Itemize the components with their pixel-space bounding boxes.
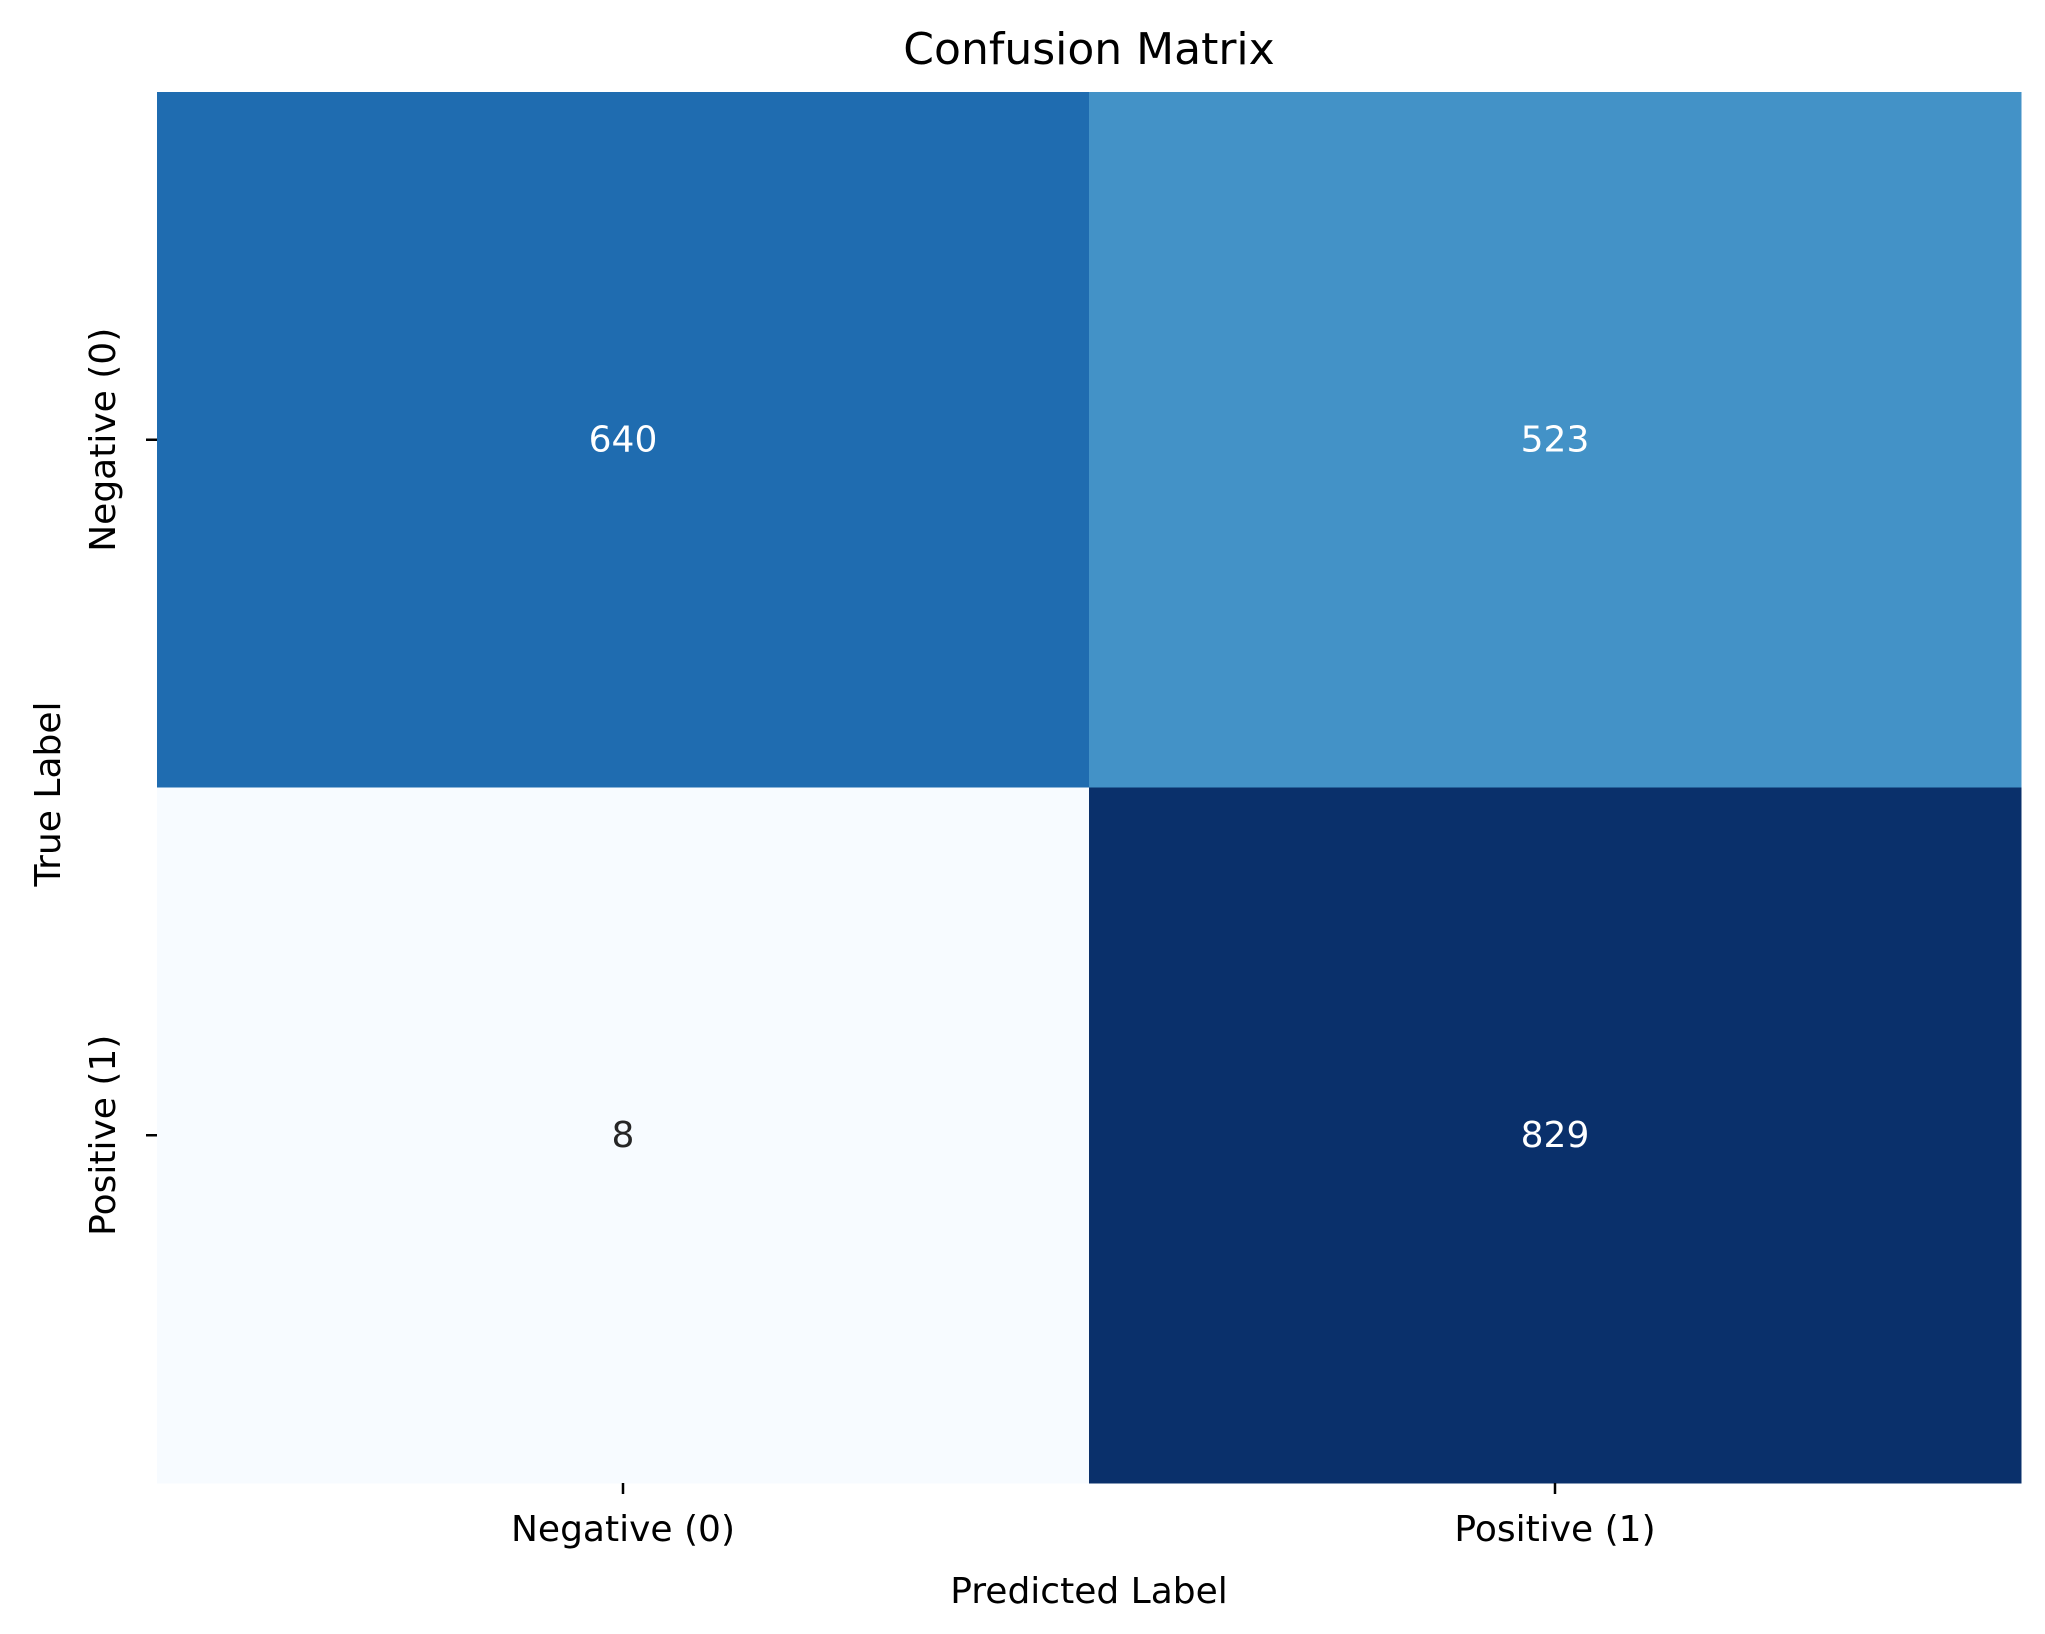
cell-value-r1-c0: 8 [612,1115,635,1156]
x-tick-label-1: Positive (1) [1454,1509,1655,1550]
x-tick-label-0: Negative (0) [511,1509,735,1550]
y-tick-label-0: Negative (0) [83,328,124,552]
cell-value-labels: 640 523 8 829 [589,419,1590,1156]
heatmap-cell-r0-c0 [157,92,1090,788]
cell-value-r0-c0: 640 [589,419,658,460]
y-axis-ticks: Negative (0) Positive (1) [83,328,157,1236]
cell-value-r0-c1: 523 [1521,419,1590,460]
heatmap-cell-r1-c1 [1089,787,2022,1484]
heatmap-cell-r1-c0 [157,787,1090,1484]
x-axis-label: Predicted Label [950,1571,1228,1612]
y-tick-label-1: Positive (1) [83,1035,124,1236]
y-axis-label: True Label [28,701,69,887]
x-axis-ticks: Negative (0) Positive (1) [511,1483,1656,1550]
heatmap-cell-r0-c1 [1089,92,2022,788]
cell-value-r1-c1: 829 [1521,1115,1590,1156]
chart-title: Confusion Matrix [903,24,1274,75]
heatmap-cells [157,92,2022,1484]
